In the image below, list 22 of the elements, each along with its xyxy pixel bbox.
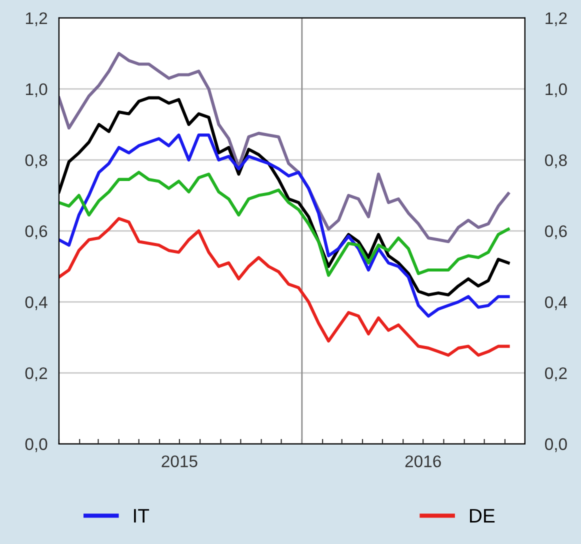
y2-tick-label: 0,0 <box>545 438 567 452</box>
y-tick-label: 0,2 <box>25 367 48 382</box>
line-series <box>58 170 510 277</box>
legend-label: DE <box>470 509 495 522</box>
legend-label: IT <box>134 509 150 522</box>
line-series <box>58 134 510 318</box>
line-series <box>58 216 510 357</box>
y-tick-label: 0,0 <box>25 438 48 452</box>
y-tick-label: 0,6 <box>25 225 48 240</box>
y2-tick-label: 0,6 <box>545 225 567 240</box>
x-tick-label: 2015 <box>162 455 198 468</box>
y2-tick-label: 1,0 <box>546 83 567 98</box>
y-tick-label: 1,0 <box>26 83 48 98</box>
line-series <box>58 52 510 244</box>
y2-tick-label: 0,4 <box>545 296 568 310</box>
x-tick-label: 2016 <box>405 455 441 468</box>
y-tick-label: 1,2 <box>26 12 48 26</box>
y-tick-label: 0,8 <box>25 154 48 168</box>
y-tick-label: 0,4 <box>25 296 48 310</box>
y2-tick-label: 1,2 <box>546 12 567 26</box>
y2-tick-label: 0,2 <box>545 367 567 382</box>
y2-tick-label: 0,8 <box>545 154 567 168</box>
